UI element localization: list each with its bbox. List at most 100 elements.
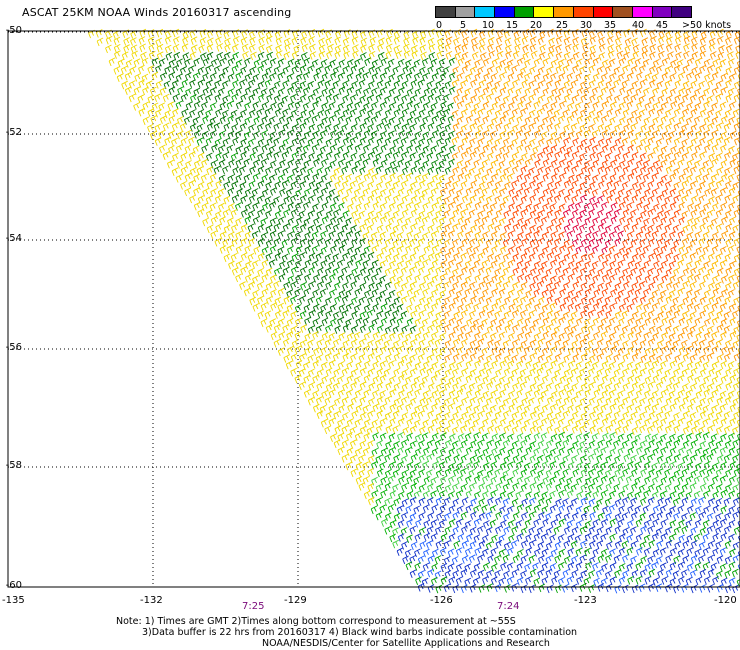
wind-barb xyxy=(602,505,609,515)
wind-barb xyxy=(363,102,370,111)
wind-barb xyxy=(334,36,342,46)
wind-barb xyxy=(567,404,574,414)
wind-barb xyxy=(456,505,464,515)
wind-barb xyxy=(342,210,350,219)
wind-barb xyxy=(725,266,733,276)
wind-barb xyxy=(491,187,499,196)
wind-barb xyxy=(474,231,482,240)
wind-barb xyxy=(682,296,690,306)
wind-barb xyxy=(384,469,392,478)
wind-barb xyxy=(499,173,507,183)
wind-barb xyxy=(485,511,493,520)
wind-barb xyxy=(440,576,448,585)
wind-barb xyxy=(636,201,643,211)
wind-barb xyxy=(690,123,698,133)
wind-barb xyxy=(311,59,319,68)
wind-barb xyxy=(592,317,600,326)
legend-label: 45 xyxy=(656,20,669,31)
wind-barb xyxy=(421,375,429,385)
wind-barb xyxy=(567,202,575,212)
wind-barb xyxy=(520,223,528,232)
wind-barb xyxy=(655,527,663,536)
wind-barb xyxy=(384,296,392,305)
wind-barb xyxy=(253,116,261,125)
wind-barb xyxy=(592,274,600,284)
wind-barb xyxy=(545,165,552,175)
wind-barb xyxy=(341,123,348,133)
wind-barb xyxy=(644,433,652,443)
wind-barb xyxy=(545,555,553,564)
wind-barb xyxy=(489,519,497,528)
wind-barb xyxy=(444,223,451,232)
wind-barb xyxy=(681,237,689,247)
wind-barb xyxy=(117,58,125,68)
wind-barb xyxy=(728,519,736,529)
wind-barb xyxy=(597,123,605,133)
wind-barb xyxy=(581,50,589,60)
wind-barb xyxy=(349,94,357,103)
wind-barb xyxy=(674,43,681,53)
wind-barb xyxy=(550,548,558,558)
wind-barb xyxy=(260,88,268,97)
wind-barb xyxy=(632,50,640,60)
wind-barb xyxy=(716,35,724,45)
wind-barb xyxy=(427,65,434,75)
wind-barb xyxy=(609,576,617,585)
wind-barb xyxy=(678,201,686,211)
wind-barb xyxy=(244,86,252,95)
wind-barb xyxy=(589,44,597,54)
wind-barb xyxy=(499,231,507,241)
wind-barb xyxy=(563,325,571,334)
wind-barb xyxy=(494,310,501,320)
wind-barb xyxy=(411,50,419,59)
wind-barb xyxy=(605,424,613,434)
wind-barb xyxy=(264,107,272,117)
wind-barb xyxy=(316,122,324,132)
wind-barb xyxy=(585,231,592,241)
wind-barb xyxy=(557,533,565,543)
wind-barb xyxy=(277,58,285,67)
wind-barb xyxy=(546,123,554,132)
wind-barb xyxy=(125,59,133,68)
wind-barb xyxy=(355,317,363,327)
wind-barb xyxy=(478,266,485,276)
wind-barb xyxy=(635,114,642,124)
wind-barb xyxy=(235,217,242,227)
wind-barb xyxy=(525,576,532,585)
wind-barb xyxy=(409,367,417,377)
wind-barb xyxy=(313,347,320,356)
wind-barb xyxy=(247,209,255,219)
wind-barb xyxy=(630,267,637,277)
wind-barb xyxy=(508,390,515,400)
wind-barb xyxy=(584,462,591,471)
wind-barb xyxy=(736,390,740,398)
wind-barb xyxy=(600,403,608,413)
wind-barb xyxy=(695,173,702,183)
wind-barb xyxy=(533,374,541,384)
wind-barb xyxy=(350,468,358,478)
wind-barb xyxy=(286,318,294,327)
wind-barb xyxy=(537,395,545,405)
wind-barb xyxy=(642,505,650,514)
wind-barb xyxy=(372,145,379,155)
wind-barb xyxy=(385,440,392,450)
wind-barb xyxy=(648,281,655,291)
wind-barb xyxy=(673,253,680,263)
wind-barb xyxy=(277,347,285,356)
wind-barb xyxy=(502,95,510,104)
wind-barb xyxy=(311,245,319,254)
wind-barb xyxy=(567,317,575,327)
wind-barb xyxy=(240,208,248,218)
wind-barb xyxy=(316,152,324,161)
wind-barb xyxy=(601,59,609,68)
wind-barb xyxy=(273,122,281,132)
wind-barb xyxy=(241,43,249,53)
wind-barb xyxy=(664,79,672,89)
wind-barb xyxy=(294,374,302,384)
wind-barb xyxy=(209,72,217,82)
wind-barb xyxy=(545,354,553,363)
wind-barb xyxy=(332,311,340,320)
wind-barb xyxy=(392,239,400,248)
wind-barb xyxy=(324,64,332,74)
wind-barb xyxy=(542,87,550,97)
